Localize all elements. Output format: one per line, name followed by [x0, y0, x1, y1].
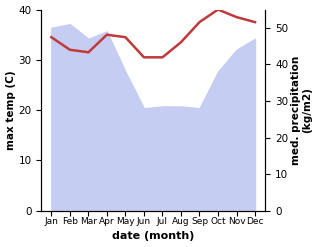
Y-axis label: med. precipitation
(kg/m2): med. precipitation (kg/m2): [291, 56, 313, 165]
X-axis label: date (month): date (month): [112, 231, 194, 242]
Y-axis label: max temp (C): max temp (C): [5, 70, 16, 150]
